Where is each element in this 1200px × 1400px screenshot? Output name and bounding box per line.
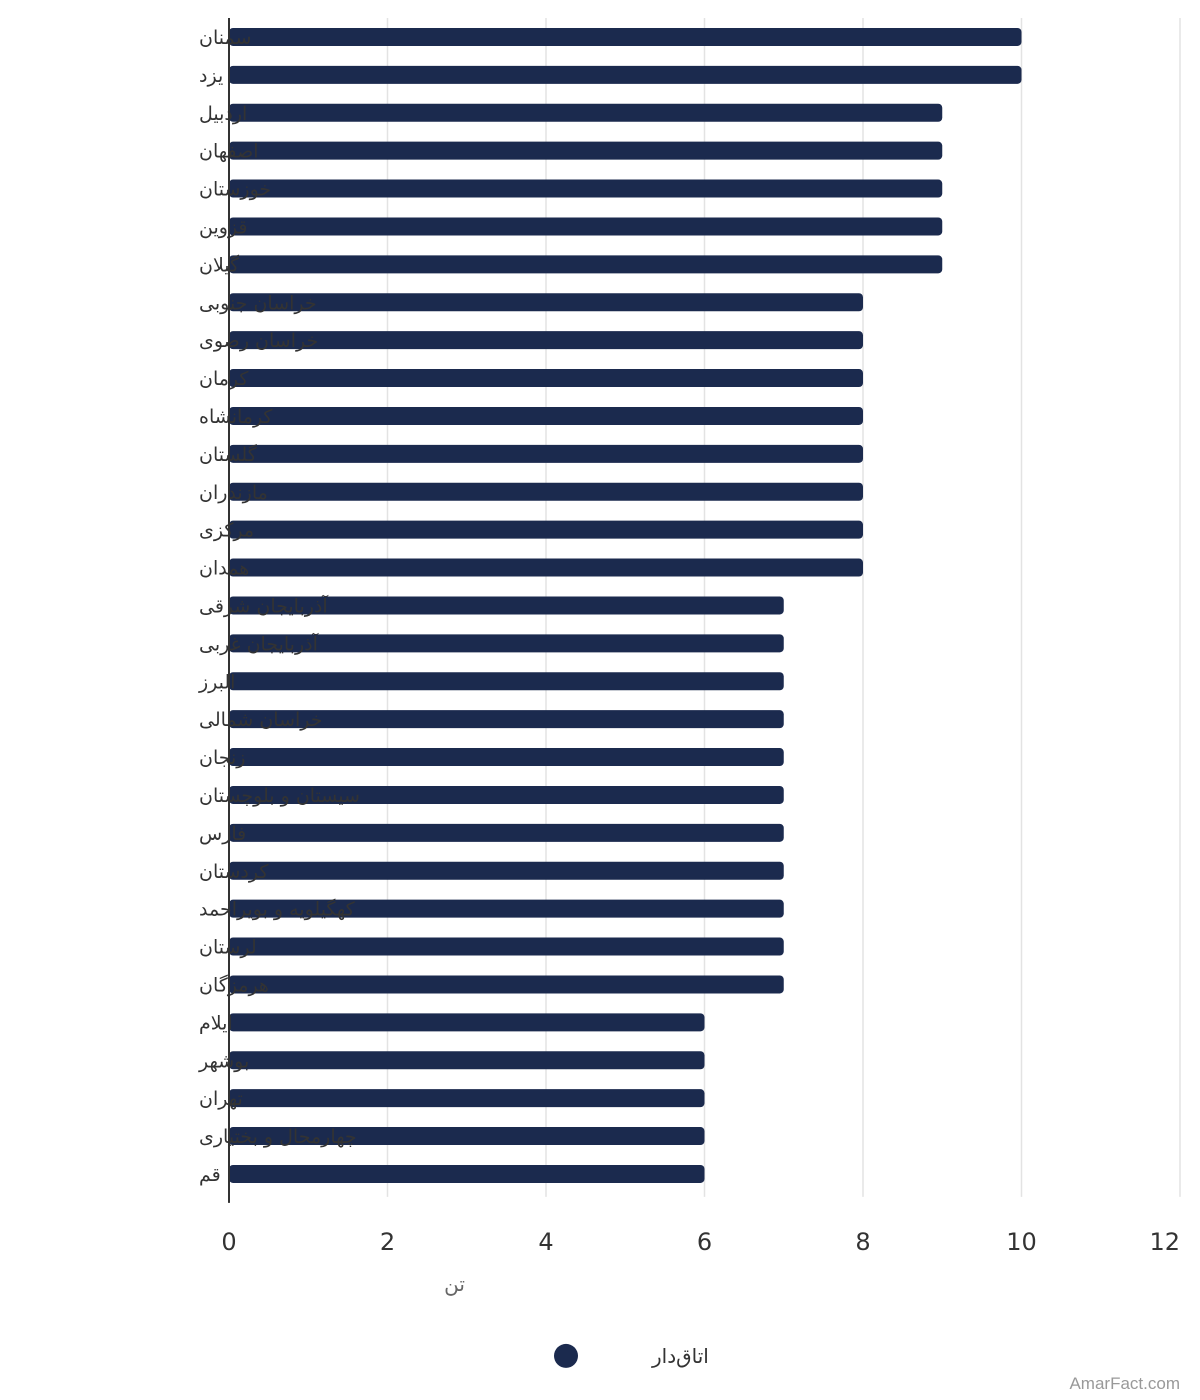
bar[interactable] [229,293,863,312]
bar[interactable] [229,520,863,539]
category-label: زنجان [199,747,245,769]
x-axis-title: تن [444,1272,465,1296]
bar[interactable] [229,369,863,388]
category-label: آذربایجان شرقی [199,593,328,617]
bar[interactable] [229,596,784,615]
category-label: خراسان شمالی [199,709,323,731]
bar[interactable] [229,1089,705,1108]
category-label: فارس [199,823,246,845]
category-label: البرز [198,671,235,693]
bar[interactable] [229,1051,705,1070]
category-label: تهران [199,1088,243,1110]
category-label: مازندران [199,482,268,504]
category-label: چهارمحال و بختیاری [199,1126,357,1148]
x-tick-label: 12 [1149,1228,1180,1256]
category-label: آذربایجان غربی [199,631,319,655]
category-label: خوزستان [199,179,271,201]
category-label: کرمان [199,368,249,390]
category-label: سیستان و بلوچستان [199,785,360,807]
bar[interactable] [229,899,784,918]
category-label: قم [199,1164,221,1186]
category-label: ایلام [199,1012,233,1034]
category-label: کرمانشاه [199,406,273,428]
bar[interactable] [229,975,784,994]
category-label: کهگیلویه و بویراحمد [199,898,356,921]
legend-marker [554,1343,578,1368]
x-tick-label: 8 [855,1228,870,1256]
x-tick-label: 6 [697,1228,712,1256]
bar[interactable] [229,823,784,842]
watermark-text[interactable]: AmarFact.com [1069,1374,1180,1393]
category-label: یزد [199,65,223,87]
category-label: مرکزی [199,520,254,542]
category-label: گیلان [199,253,240,276]
bar[interactable] [229,331,863,350]
x-tick-label: 4 [538,1228,553,1256]
bar[interactable] [229,1013,705,1032]
x-tick-label: 0 [221,1228,236,1256]
bar[interactable] [229,937,784,956]
bar[interactable] [229,672,784,691]
x-tick-label: 10 [1006,1228,1037,1256]
x-tick-label: 2 [380,1228,395,1256]
bar[interactable] [229,1164,705,1183]
category-label: کردستان [199,861,269,883]
category-label: خراسان جنوبی [199,292,317,314]
category-label: قزوین [199,216,248,238]
bar[interactable] [229,482,863,501]
bar[interactable] [229,861,784,880]
category-label: بوشهر [198,1050,249,1072]
bars [229,27,1022,1183]
bar[interactable] [229,217,943,236]
bar[interactable] [229,27,1022,46]
category-label: خراسان رضوی [199,330,318,352]
bar[interactable] [229,179,943,198]
legend[interactable]: اتاق‌دار [554,1343,709,1368]
category-label: همدان [199,558,249,580]
bar[interactable] [229,634,784,653]
bar[interactable] [229,558,863,577]
legend-label: اتاق‌دار [651,1344,709,1368]
category-label: هرمزگان [199,973,269,996]
bar[interactable] [229,710,784,729]
bar[interactable] [229,65,1022,84]
bar[interactable] [229,444,863,463]
bar[interactable] [229,785,784,804]
bar[interactable] [229,406,863,425]
bar[interactable] [229,748,784,767]
bar[interactable] [229,103,943,122]
category-label: اردبیل [199,103,247,125]
x-tick-labels: 0 2 4 6 8 10 12 [221,1228,1180,1256]
category-label: لرستان [199,937,257,959]
bar[interactable] [229,255,943,274]
bar[interactable] [229,141,943,160]
category-label: سمنان [199,27,251,49]
bar[interactable] [229,1127,705,1146]
